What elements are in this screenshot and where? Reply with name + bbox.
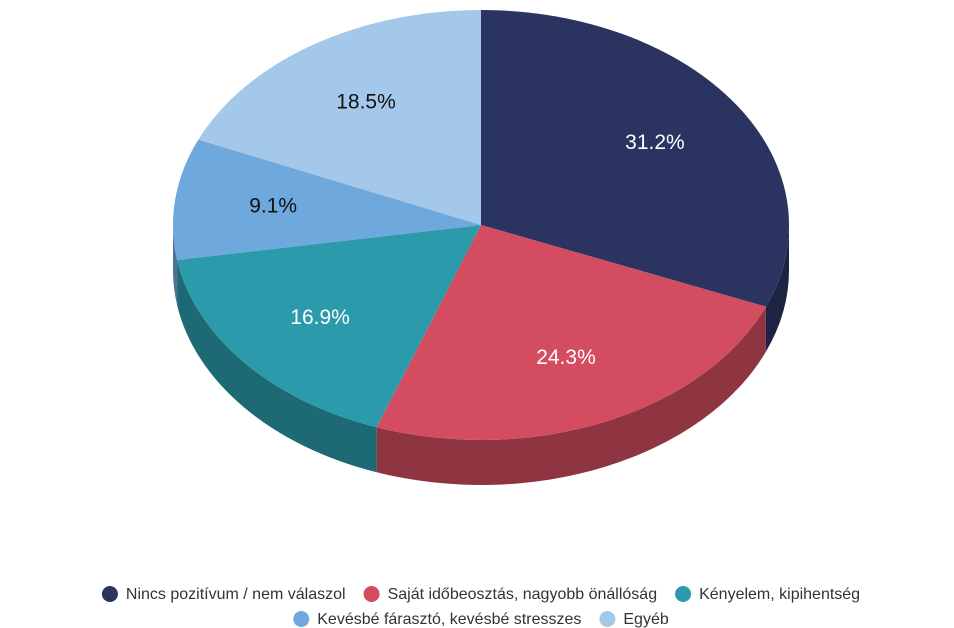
slice-side — [765, 225, 790, 352]
tops — [172, 10, 789, 440]
legend-swatch — [599, 611, 616, 627]
slice-label: 18.5% — [336, 90, 396, 113]
slice-side — [376, 306, 766, 485]
legend-label: Kevésbé fárasztó, kevésbé stresszes — [317, 611, 581, 628]
labels: 31.2% 24.3% 16.9% 9.1% 18.5% — [249, 90, 685, 369]
slice-label: 31.2% — [625, 131, 685, 154]
legend-item: Nincs pozitívum / nem válaszol — [101, 586, 346, 603]
legend: Nincs pozitívum / nem válaszol Saját időb… — [101, 586, 860, 628]
slice-label: 16.9% — [290, 306, 350, 329]
legend-label: Egyéb — [623, 611, 668, 628]
legend-label: Nincs pozitívum / nem válaszol — [126, 586, 346, 603]
legend-label: Saját időbeosztás, nagyobb önállóság — [388, 586, 658, 603]
slice-label: 24.3% — [536, 346, 596, 369]
slice — [177, 225, 482, 428]
legend-swatch — [675, 586, 692, 602]
legend-swatch — [363, 586, 380, 602]
slice — [376, 225, 766, 440]
slice — [172, 139, 481, 260]
legend-item: Kevésbé fárasztó, kevésbé stresszes — [293, 611, 581, 628]
legend-swatch — [293, 611, 310, 627]
legend-item: Kényelem, kipihentség — [675, 586, 860, 603]
slice — [481, 10, 789, 307]
slice — [198, 10, 481, 225]
legend-item: Saját időbeosztás, nagyobb önállóság — [363, 586, 658, 603]
slice-side — [177, 259, 377, 473]
slice-label: 9.1% — [249, 195, 297, 218]
slice-side — [173, 225, 178, 305]
sides — [173, 225, 790, 485]
legend-label: Kényelem, kipihentség — [699, 586, 860, 603]
legend-swatch — [101, 586, 118, 602]
legend-item: Egyéb — [599, 611, 669, 628]
